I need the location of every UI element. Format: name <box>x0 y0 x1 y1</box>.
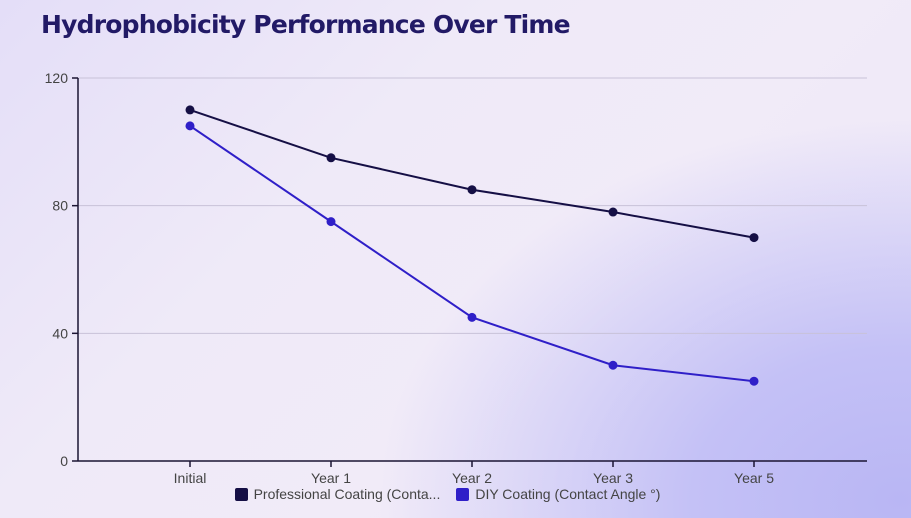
x-tick-label: Year 1 <box>311 470 351 486</box>
legend-label: DIY Coating (Contact Angle °) <box>475 486 661 502</box>
data-point <box>326 153 336 163</box>
series-line <box>189 108 755 239</box>
chart-title: Hydrophobicity Performance Over Time <box>41 10 571 39</box>
y-tick-label: 40 <box>52 325 68 341</box>
legend-label: Professional Coating (Conta... <box>253 486 441 502</box>
x-tick-label: Year 2 <box>452 470 492 486</box>
data-point <box>608 207 618 217</box>
legend-swatch <box>456 487 470 501</box>
legend: Professional Coating (Conta... DIY Coati… <box>0 486 903 502</box>
y-tick-label: 0 <box>60 453 68 469</box>
data-point <box>326 217 336 227</box>
legend-swatch <box>234 487 248 501</box>
x-tick-label: Initial <box>174 470 207 486</box>
y-tick-label: 120 <box>45 70 69 86</box>
data-point <box>749 233 759 243</box>
legend-item-professional[interactable]: Professional Coating (Conta... <box>234 486 441 502</box>
x-tick-label: Year 3 <box>593 470 633 486</box>
data-point <box>185 105 195 115</box>
legend-item-diy[interactable]: DIY Coating (Contact Angle °) <box>456 486 660 502</box>
x-tick-label: Year 5 <box>734 470 774 486</box>
y-tick-label: 80 <box>52 198 68 214</box>
data-point <box>185 121 195 131</box>
data-point <box>467 185 477 195</box>
series-line <box>189 125 755 383</box>
data-point <box>749 376 759 386</box>
data-point <box>467 312 477 322</box>
data-point <box>608 360 618 370</box>
